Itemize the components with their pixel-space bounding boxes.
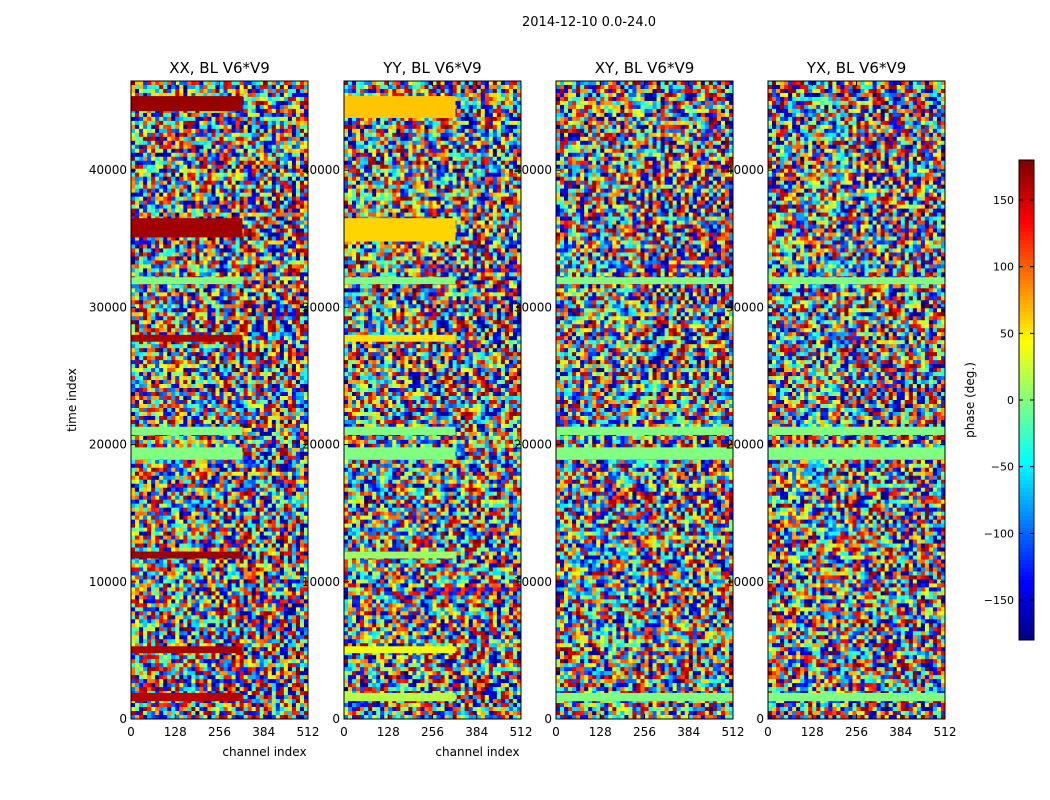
phase-band (131, 447, 243, 460)
colorbar-tick-label: 50 (1000, 327, 1014, 340)
subplot-title: XY, BL V6*V9 (595, 59, 695, 77)
phase-band (344, 277, 456, 285)
colorbar-label: phase (deg.) (963, 362, 977, 438)
y-tick-label: 30000 (89, 300, 127, 314)
x-tick-label: 384 (465, 725, 488, 739)
y-tick-label: 40000 (302, 163, 340, 177)
phase-band (344, 426, 456, 435)
phase-raster (768, 81, 946, 720)
y-tick-label: 30000 (514, 300, 552, 314)
x-tick-label: 256 (633, 725, 656, 739)
phase-band (768, 447, 945, 460)
phase-band (131, 334, 243, 342)
phase-colorbar: 150 100 50 0 −50 −100 −150 phase (deg.) (963, 159, 1035, 641)
y-tick-label: 20000 (514, 438, 552, 452)
phase-band (131, 277, 243, 285)
subplot-title: YY, BL V6*V9 (382, 59, 481, 77)
phase-band (131, 551, 243, 559)
y-tick-label: 30000 (302, 300, 340, 314)
colorbar-tick-label: 150 (993, 194, 1014, 207)
phase-band (556, 447, 733, 460)
phase-band (344, 692, 456, 702)
x-tick-label: 512 (297, 725, 320, 739)
y-tick-label: 40000 (89, 163, 127, 177)
y-tick-label: 20000 (302, 438, 340, 452)
phase-band (344, 96, 456, 119)
y-tick-label: 0 (332, 712, 340, 726)
x-tick-label: 128 (801, 725, 824, 739)
subplot-3: XY, BL V6*V9 0 128 256 384 512 0 10000 20000 3000… (514, 59, 745, 739)
phase-band (344, 447, 456, 460)
x-tick-label: 0 (340, 725, 348, 739)
y-tick-label: 20000 (726, 438, 764, 452)
x-tick-label: 128 (164, 725, 187, 739)
x-tick-label: 256 (845, 725, 868, 739)
subplot-grid: XX, BL V6*V9 0 128 256 384 512 0 10000 20000 3000… (65, 59, 956, 759)
y-tick-label: 0 (756, 712, 764, 726)
subplot-title: YX, BL V6*V9 (806, 59, 907, 77)
x-axis-label: channel index (222, 745, 306, 759)
x-tick-label: 384 (889, 725, 912, 739)
phase-raster (344, 81, 522, 720)
y-tick-label: 10000 (89, 575, 127, 589)
subplot-4: YX, BL V6*V9 0 128 256 384 512 0 10000 20000 3000… (726, 59, 957, 739)
colorbar-tick-label: 100 (993, 261, 1014, 274)
y-tick-label: 20000 (89, 438, 127, 452)
phase-band (131, 426, 243, 435)
y-tick-label: 40000 (726, 163, 764, 177)
y-tick-label: 30000 (726, 300, 764, 314)
phase-raster (131, 81, 309, 720)
x-tick-label: 128 (377, 725, 400, 739)
x-tick-label: 256 (421, 725, 444, 739)
x-tick-label: 384 (252, 725, 275, 739)
phase-band (556, 692, 733, 702)
subplot-1: XX, BL V6*V9 0 128 256 384 512 0 10000 20000 3000… (65, 59, 319, 759)
y-tick-label: 0 (544, 712, 552, 726)
y-tick-label: 40000 (514, 163, 552, 177)
phase-raster (556, 81, 734, 720)
phase-band (556, 277, 733, 285)
subplot-title: XX, BL V6*V9 (169, 59, 270, 77)
x-tick-label: 512 (510, 725, 533, 739)
y-tick-label: 0 (119, 712, 127, 726)
colorbar-tick-label: −100 (984, 527, 1014, 540)
colorbar-tick-label: 0 (1007, 394, 1014, 407)
phase-band (768, 426, 945, 435)
phase-band (556, 426, 733, 435)
y-tick-label: 10000 (726, 575, 764, 589)
y-axis-label: time index (65, 368, 79, 432)
phase-band (344, 646, 456, 654)
phase-band (768, 692, 945, 702)
x-tick-label: 0 (552, 725, 560, 739)
subplot-2: YY, BL V6*V9 0 128 256 384 512 0 10000 20000 3000… (302, 59, 533, 759)
x-tick-label: 512 (722, 725, 745, 739)
y-tick-label: 10000 (302, 575, 340, 589)
colorbar-tick-label: −50 (991, 461, 1014, 474)
phase-band (131, 692, 243, 702)
x-tick-label: 512 (934, 725, 957, 739)
phase-band (344, 551, 456, 559)
phase-band (344, 218, 456, 242)
phase-band (768, 277, 945, 285)
colorbar-gradient (1019, 160, 1034, 641)
x-tick-label: 256 (208, 725, 231, 739)
x-axis-label: channel index (435, 745, 519, 759)
phase-band (131, 96, 243, 112)
y-tick-label: 10000 (514, 575, 552, 589)
phase-band (131, 646, 243, 654)
figure-suptitle: 2014-12-10 0.0-24.0 (522, 15, 656, 30)
x-tick-label: 128 (589, 725, 612, 739)
phase-band (131, 218, 243, 238)
x-tick-label: 384 (677, 725, 700, 739)
x-tick-label: 0 (127, 725, 135, 739)
colorbar-tick-label: −150 (984, 594, 1014, 607)
phase-band (344, 334, 456, 342)
x-tick-label: 0 (764, 725, 772, 739)
